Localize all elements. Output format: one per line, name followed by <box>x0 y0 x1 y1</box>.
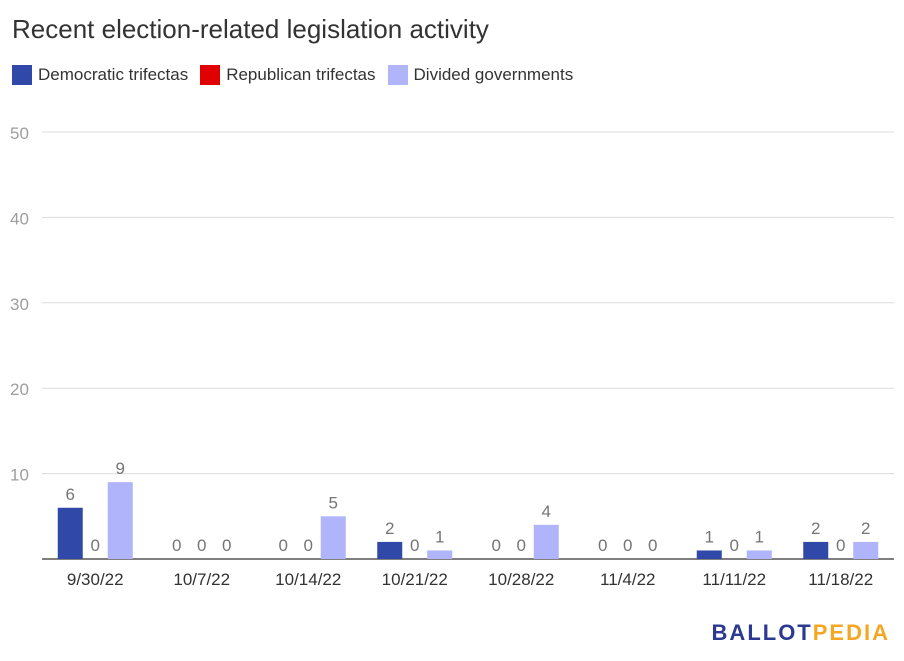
bar-10/21/22-0 <box>377 541 403 559</box>
data-label-11/11/22-1: 0 <box>730 536 739 555</box>
data-label-11/18/22-2: 2 <box>861 519 870 538</box>
bar-11/11/22-0 <box>696 550 722 559</box>
data-label-9/30/22-1: 0 <box>91 536 100 555</box>
y-tick-label-30: 30 <box>10 295 29 314</box>
bar-10/28/22-2 <box>533 524 559 559</box>
bar-10/14/22-2 <box>320 516 346 559</box>
legend-item-republican[interactable]: Republican trifectas <box>200 65 376 85</box>
data-label-11/18/22-0: 2 <box>811 519 820 538</box>
legend-swatch-republican <box>200 65 221 85</box>
data-label-11/4/22-1: 0 <box>623 536 632 555</box>
data-label-11/11/22-2: 1 <box>755 527 764 546</box>
data-label-10/28/22-1: 0 <box>517 536 526 555</box>
x-tick-label-0: 9/30/22 <box>67 570 124 589</box>
legend-label-republican: Republican trifectas <box>226 65 376 84</box>
legend-swatch-democratic <box>12 65 32 85</box>
legend-label-democratic: Democratic trifectas <box>38 65 189 84</box>
legend: Democratic trifectas Republican trifecta… <box>12 65 585 85</box>
data-label-10/7/22-2: 0 <box>222 536 231 555</box>
x-tick-label-6: 11/11/22 <box>702 570 766 589</box>
data-label-11/18/22-1: 0 <box>836 536 845 555</box>
legend-swatch-divided <box>387 65 408 85</box>
y-tick-label-40: 40 <box>10 209 29 228</box>
data-label-10/21/22-0: 2 <box>385 519 394 538</box>
x-tick-label-3: 10/21/22 <box>382 570 448 589</box>
data-label-10/7/22-0: 0 <box>172 536 181 555</box>
legend-label-divided: Divided governments <box>413 65 574 84</box>
data-label-10/14/22-2: 5 <box>329 493 338 512</box>
y-tick-label-20: 20 <box>10 380 29 399</box>
data-label-10/7/22-1: 0 <box>197 536 206 555</box>
legend-item-democratic[interactable]: Democratic trifectas <box>12 65 188 85</box>
data-label-11/4/22-0: 0 <box>598 536 607 555</box>
y-tick-label-10: 10 <box>10 466 29 485</box>
chart-title: Recent election-related legislation acti… <box>12 14 489 44</box>
data-label-10/28/22-2: 4 <box>542 502 551 521</box>
ballotpedia-logo: BALLOTPEDIA <box>711 620 890 645</box>
bar-11/18/22-2 <box>853 541 879 559</box>
x-tick-label-4: 10/28/22 <box>488 570 554 589</box>
data-label-9/30/22-2: 9 <box>116 459 125 478</box>
data-label-10/21/22-1: 0 <box>410 536 419 555</box>
bar-9/30/22-2 <box>107 482 133 559</box>
legend-item-divided[interactable]: Divided governments <box>387 65 574 85</box>
data-label-10/21/22-2: 1 <box>435 527 444 546</box>
x-tick-label-7: 11/18/22 <box>808 570 873 589</box>
data-label-10/14/22-1: 0 <box>304 536 313 555</box>
bar-11/18/22-0 <box>803 541 829 559</box>
bar-10/21/22-2 <box>427 550 453 559</box>
data-label-11/4/22-2: 0 <box>648 536 657 555</box>
bar-9/30/22-0 <box>57 507 83 559</box>
data-label-9/30/22-0: 6 <box>66 485 75 504</box>
y-tick-label-50: 50 <box>10 124 29 143</box>
data-label-10/14/22-0: 0 <box>279 536 288 555</box>
x-tick-label-1: 10/7/22 <box>173 570 230 589</box>
data-label-10/28/22-0: 0 <box>492 536 501 555</box>
x-tick-label-2: 10/14/22 <box>275 570 341 589</box>
x-tick-label-5: 11/4/22 <box>600 570 655 589</box>
data-label-11/11/22-0: 1 <box>705 527 714 546</box>
bar-11/11/22-2 <box>746 550 772 559</box>
